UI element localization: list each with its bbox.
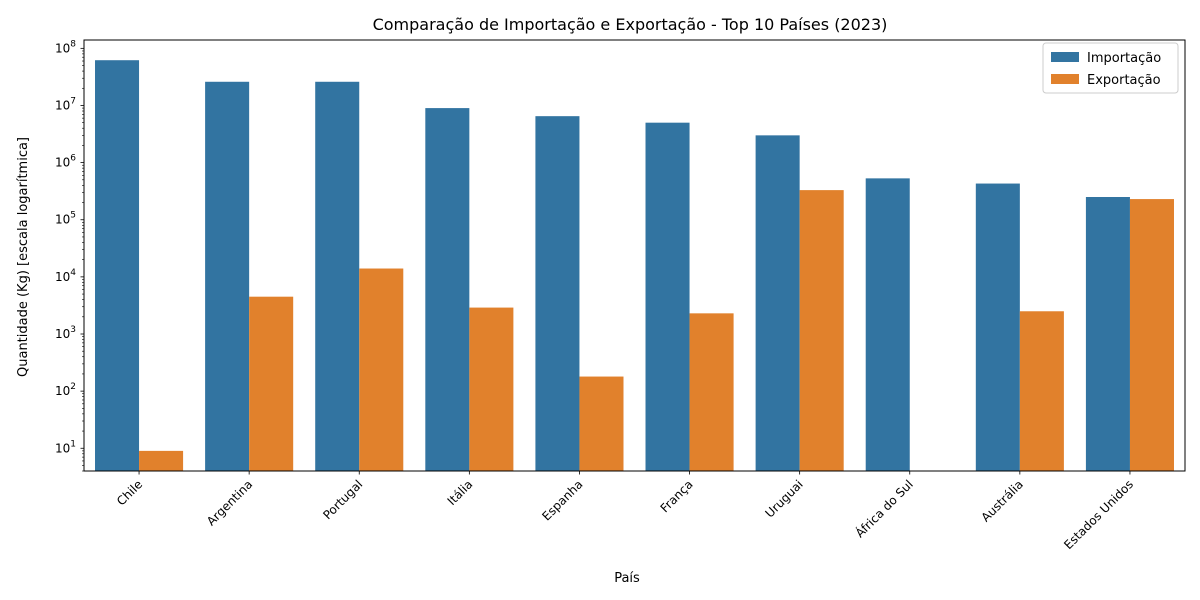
y-tick-label: 106	[55, 154, 76, 170]
x-tick-label: Austrália	[979, 477, 1026, 524]
x-axis-label: País	[614, 571, 640, 586]
bar-importacao	[1085, 197, 1130, 472]
bar-exportacao	[1019, 311, 1064, 471]
bar-importacao	[205, 81, 250, 472]
bar-exportacao	[359, 268, 404, 471]
y-tick-label: 107	[55, 96, 76, 112]
bar-importacao	[645, 122, 690, 472]
y-tick-label: 103	[55, 325, 76, 341]
y-axis-ticks: 101 102 103 104 105 106 107 108	[55, 39, 84, 472]
y-tick-label: 108	[55, 39, 76, 55]
legend: Importação Exportação	[1042, 42, 1179, 94]
bars-group	[95, 60, 1174, 472]
x-tick-label: Itália	[445, 477, 476, 508]
bar-importacao	[425, 108, 470, 471]
chart-title: Comparação de Importação e Exportação - …	[373, 15, 888, 34]
y-tick-label: 105	[55, 211, 76, 227]
x-tick-label: França	[658, 477, 696, 515]
x-tick-label: África do Sul	[852, 477, 916, 541]
x-tick-label: Estados Unidos	[1061, 477, 1136, 552]
legend-label: Exportação	[1087, 73, 1161, 88]
x-tick-label: Chile	[114, 477, 145, 508]
x-axis-ticks: Chile Argentina Portugal Itália Espanha Franç…	[114, 471, 1136, 552]
bar-importacao	[315, 81, 360, 472]
bar-exportacao	[469, 307, 514, 471]
bar-importacao	[865, 178, 910, 471]
bar-exportacao	[579, 376, 624, 471]
bar-exportacao	[689, 313, 734, 471]
y-tick-label: 104	[55, 268, 76, 284]
x-tick-label: Uruguai	[762, 477, 805, 520]
legend-swatch	[1051, 74, 1079, 84]
y-tick-label: 101	[55, 439, 76, 455]
y-axis-label: Quantidade (Kg) [escala logarítmica]	[16, 137, 31, 377]
bar-exportacao	[249, 296, 294, 471]
bar-importacao	[755, 135, 800, 471]
bar-exportacao	[799, 190, 844, 471]
bar-importacao	[95, 60, 140, 472]
y-tick-label: 102	[55, 382, 76, 398]
bar-exportacao	[139, 450, 184, 471]
x-tick-label: Espanha	[539, 477, 585, 523]
bar-importacao	[535, 116, 580, 472]
legend-label: Importação	[1087, 51, 1161, 66]
x-tick-label: Argentina	[204, 477, 255, 528]
legend-swatch	[1051, 52, 1079, 62]
bar-importacao	[975, 183, 1020, 471]
bar-exportacao	[1129, 199, 1174, 472]
x-tick-label: Portugal	[320, 477, 365, 522]
plot-frame	[83, 39, 1186, 472]
